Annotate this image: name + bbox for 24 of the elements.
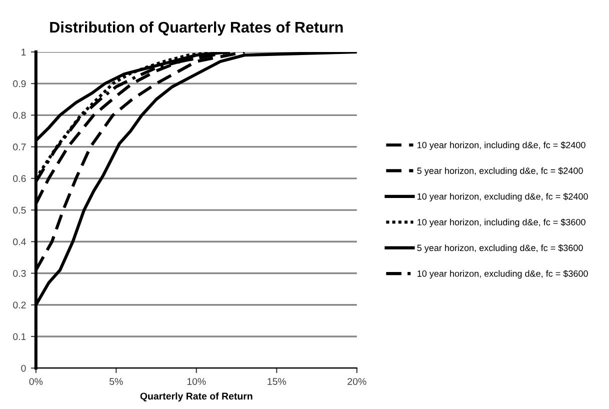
legend-label: 10 year horizon, excluding d&e, fc = $3600 <box>418 270 588 279</box>
x-tick-label: 10% <box>187 378 206 385</box>
y-tick-label: 1 <box>22 48 26 56</box>
legend-label: 5 year horizon, excluding d&e, fc = $3600 <box>417 244 583 253</box>
x-tick-label: 0% <box>29 378 43 385</box>
x-axis-title: Quarterly Rate of Return <box>140 392 252 402</box>
legend-label: 10 year horizon, including d&e, fc = $3600 <box>418 218 586 228</box>
y-tick-label: 0.3 <box>13 270 26 277</box>
y-tick-label: 0.6 <box>13 175 26 182</box>
y-tick-label: 0.7 <box>13 144 26 150</box>
y-tick-label: 0.4 <box>13 238 26 246</box>
chart-title: Distribution of Quarterly Rates of Return <box>50 21 343 36</box>
y-tick-label: 0 <box>21 364 26 372</box>
x-tick-label: 20% <box>348 378 366 385</box>
y-tick-label: 0.5 <box>13 206 26 214</box>
x-tick-label: 5% <box>110 378 123 385</box>
y-tick-label: 0.1 <box>13 333 26 340</box>
x-tick-label: 15% <box>268 378 286 385</box>
legend-label: 10 year horizon, including d&e, fc = $2400 <box>418 141 586 150</box>
y-tick-label: 0.9 <box>13 80 26 88</box>
legend-label: 5 year horizon, excluding d&e, fc = $2400 <box>417 167 583 176</box>
legend-label: 10 year horizon, excluding d&e, fc = $2400 <box>418 192 588 202</box>
y-tick-label: 0.2 <box>13 302 26 308</box>
y-tick-label: 0.8 <box>13 112 26 119</box>
